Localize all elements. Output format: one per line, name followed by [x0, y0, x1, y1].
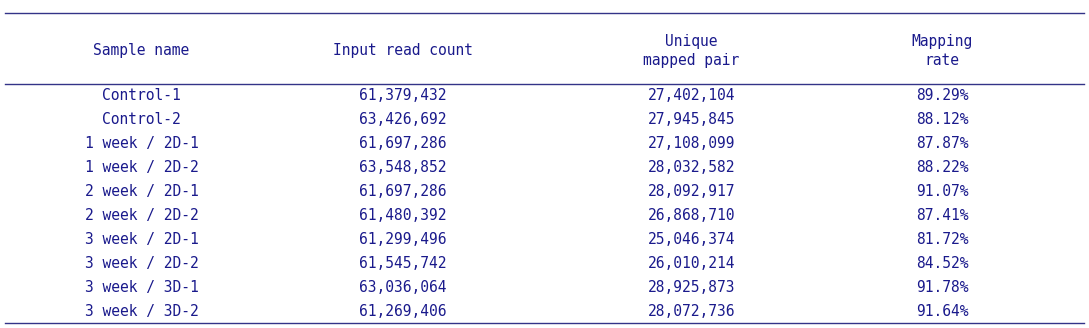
Text: 26,010,214: 26,010,214 — [648, 256, 735, 271]
Text: 27,108,099: 27,108,099 — [648, 136, 735, 151]
Text: 28,032,582: 28,032,582 — [648, 160, 735, 175]
Text: 28,092,917: 28,092,917 — [648, 184, 735, 199]
Text: 61,299,496: 61,299,496 — [359, 232, 446, 247]
Text: 1 week / 2D-2: 1 week / 2D-2 — [85, 160, 198, 175]
Text: 3 week / 2D-2: 3 week / 2D-2 — [85, 256, 198, 271]
Text: 88.12%: 88.12% — [916, 112, 968, 127]
Text: 26,868,710: 26,868,710 — [648, 208, 735, 223]
Text: 63,426,692: 63,426,692 — [359, 112, 446, 127]
Text: 87.41%: 87.41% — [916, 208, 968, 223]
Text: 3 week / 2D-1: 3 week / 2D-1 — [85, 232, 198, 247]
Text: 63,036,064: 63,036,064 — [359, 280, 446, 295]
Text: 61,697,286: 61,697,286 — [359, 184, 446, 199]
Text: 28,072,736: 28,072,736 — [648, 304, 735, 318]
Text: 28,925,873: 28,925,873 — [648, 280, 735, 295]
Text: Unique
mapped pair: Unique mapped pair — [644, 34, 739, 68]
Text: 25,046,374: 25,046,374 — [648, 232, 735, 247]
Text: 91.07%: 91.07% — [916, 184, 968, 199]
Text: 91.64%: 91.64% — [916, 304, 968, 318]
Text: 61,269,406: 61,269,406 — [359, 304, 446, 318]
Text: 61,480,392: 61,480,392 — [359, 208, 446, 223]
Text: 63,548,852: 63,548,852 — [359, 160, 446, 175]
Text: 61,697,286: 61,697,286 — [359, 136, 446, 151]
Text: 3 week / 3D-1: 3 week / 3D-1 — [85, 280, 198, 295]
Text: 2 week / 2D-2: 2 week / 2D-2 — [85, 208, 198, 223]
Text: 2 week / 2D-1: 2 week / 2D-1 — [85, 184, 198, 199]
Text: 61,379,432: 61,379,432 — [359, 88, 446, 103]
Text: Input read count: Input read count — [333, 43, 473, 58]
Text: 89.29%: 89.29% — [916, 88, 968, 103]
Text: 61,545,742: 61,545,742 — [359, 256, 446, 271]
Text: 88.22%: 88.22% — [916, 160, 968, 175]
Text: 87.87%: 87.87% — [916, 136, 968, 151]
Text: 81.72%: 81.72% — [916, 232, 968, 247]
Text: 3 week / 3D-2: 3 week / 3D-2 — [85, 304, 198, 318]
Text: Control-2: Control-2 — [102, 112, 181, 127]
Text: 27,402,104: 27,402,104 — [648, 88, 735, 103]
Text: 1 week / 2D-1: 1 week / 2D-1 — [85, 136, 198, 151]
Text: 91.78%: 91.78% — [916, 280, 968, 295]
Text: 84.52%: 84.52% — [916, 256, 968, 271]
Text: Mapping
rate: Mapping rate — [911, 34, 972, 68]
Text: Sample name: Sample name — [94, 43, 189, 58]
Text: Control-1: Control-1 — [102, 88, 181, 103]
Text: 27,945,845: 27,945,845 — [648, 112, 735, 127]
